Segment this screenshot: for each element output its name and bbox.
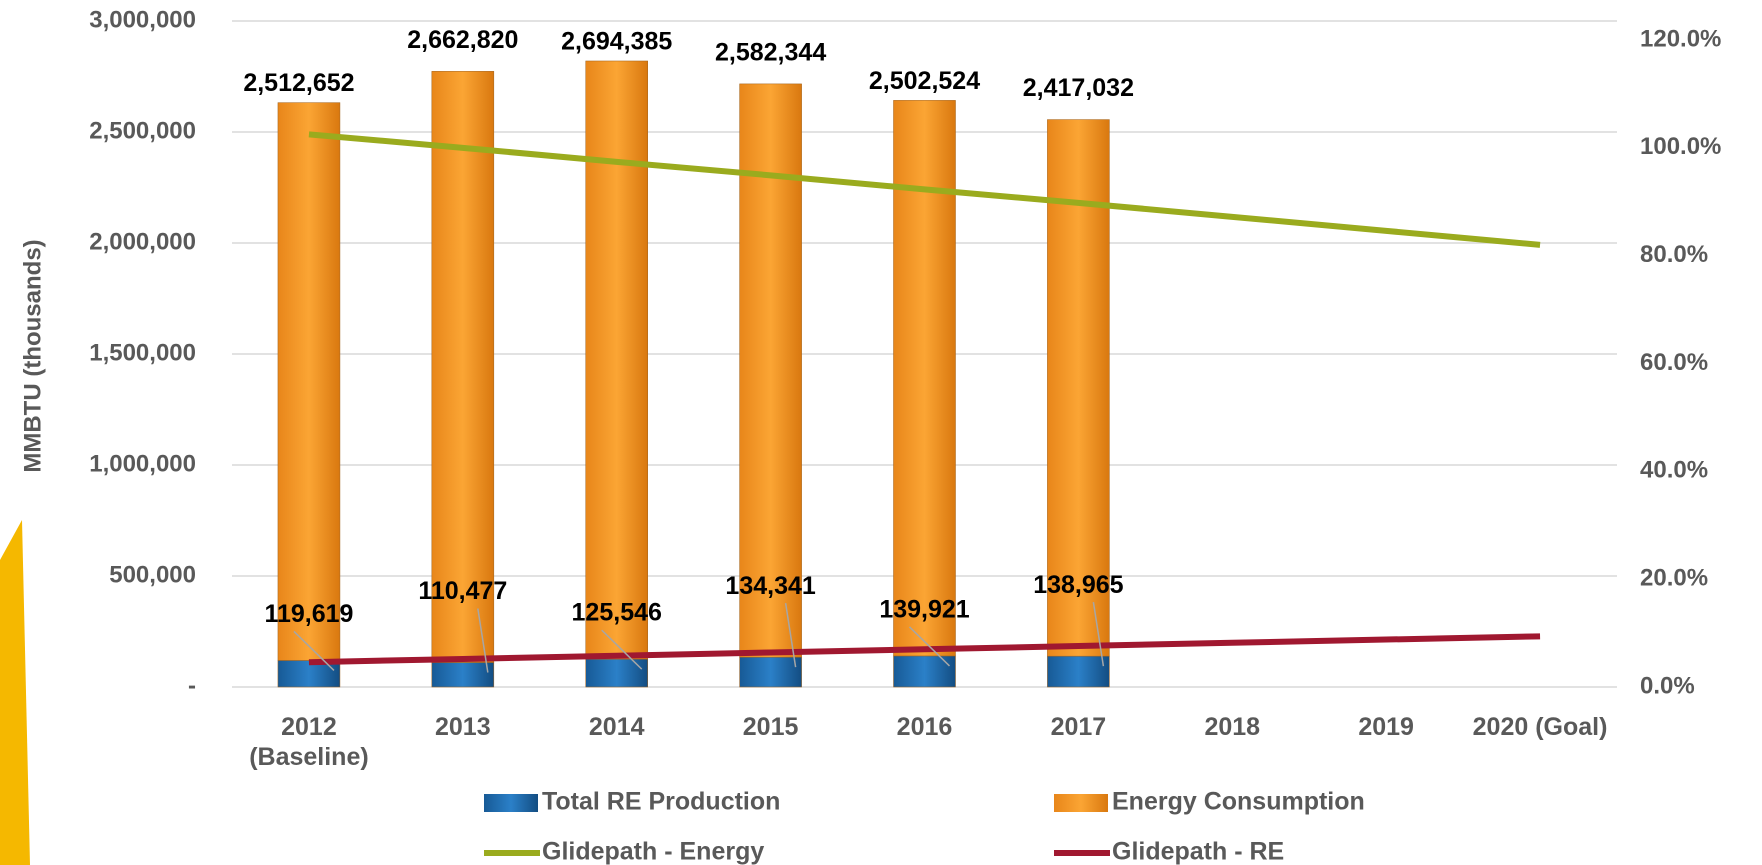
legend-label: Glidepath - Energy [542, 838, 764, 865]
data-label: 2,662,820 [407, 26, 518, 54]
x-tick-label: 2013 [435, 713, 491, 741]
data-label: 125,546 [572, 599, 662, 627]
y2-tick-label: 40.0% [1640, 457, 1708, 484]
y-tick-label: 3,000,000 [89, 6, 196, 33]
x-tick-label: 2020 (Goal) [1472, 713, 1608, 741]
legend-swatch [1054, 794, 1108, 812]
bar [277, 660, 341, 688]
line [308, 633, 1541, 666]
x-tick-label: 2015 [742, 713, 799, 741]
x-tick-label: 2016 [896, 713, 953, 741]
y2-tick-label: 100.0% [1640, 133, 1721, 160]
y2-tick-label: 20.0% [1640, 565, 1708, 592]
y2-tick-label: 0.0% [1640, 672, 1695, 699]
data-label: 2,694,385 [561, 28, 672, 56]
leader-line [477, 608, 489, 673]
bar [893, 100, 956, 657]
data-label: 139,921 [879, 596, 969, 624]
y-tick-label: - [188, 672, 196, 699]
bar [893, 655, 956, 688]
x-tick-label: 2019 [1358, 713, 1414, 741]
leader-line [293, 630, 335, 671]
y2-tick-label: 80.0% [1640, 241, 1708, 268]
y-tick-label: 1,500,000 [89, 339, 196, 366]
leader-line [784, 603, 797, 668]
bar [1047, 655, 1110, 688]
line [308, 131, 1541, 248]
bar [739, 656, 802, 688]
leader-line [1092, 602, 1105, 667]
data-label: 2,417,032 [1023, 74, 1134, 102]
y-tick-label: 500,000 [109, 561, 196, 588]
data-label: 119,619 [264, 600, 353, 628]
legend-swatch [484, 794, 538, 812]
legend-label: Glidepath - RE [1112, 838, 1284, 865]
legend-label: Total RE Production [542, 788, 780, 816]
legend-label: Energy Consumption [1112, 788, 1365, 816]
x-tick-label: 2012 (Baseline) [249, 713, 369, 771]
data-label: 2,502,524 [869, 67, 980, 95]
x-tick-label: 2014 [588, 713, 645, 741]
x-tick-label: 2017 [1050, 713, 1107, 741]
y2-tick-label: 60.0% [1640, 349, 1708, 376]
leader-line [908, 626, 951, 667]
data-label: 2,512,652 [243, 69, 354, 97]
y-axis-title: MMBTU (thousands) [19, 239, 46, 472]
data-label: 138,965 [1033, 571, 1123, 599]
x-tick-label: 2018 [1204, 713, 1261, 741]
bar [1047, 119, 1110, 657]
y2-tick-label: 120.0% [1640, 25, 1721, 52]
data-label: 2,582,344 [715, 39, 826, 67]
data-label: 110,477 [418, 577, 507, 605]
decor [0, 520, 30, 865]
bar [277, 102, 341, 661]
bar [585, 658, 648, 688]
y-tick-label: 2,500,000 [89, 117, 196, 144]
leader-line [601, 629, 643, 670]
bar [431, 71, 495, 663]
y-tick-label: 2,000,000 [89, 228, 196, 255]
bar [431, 662, 495, 688]
y-tick-label: 1,000,000 [89, 450, 196, 477]
bar [585, 60, 648, 660]
data-label: 134,341 [725, 572, 815, 600]
